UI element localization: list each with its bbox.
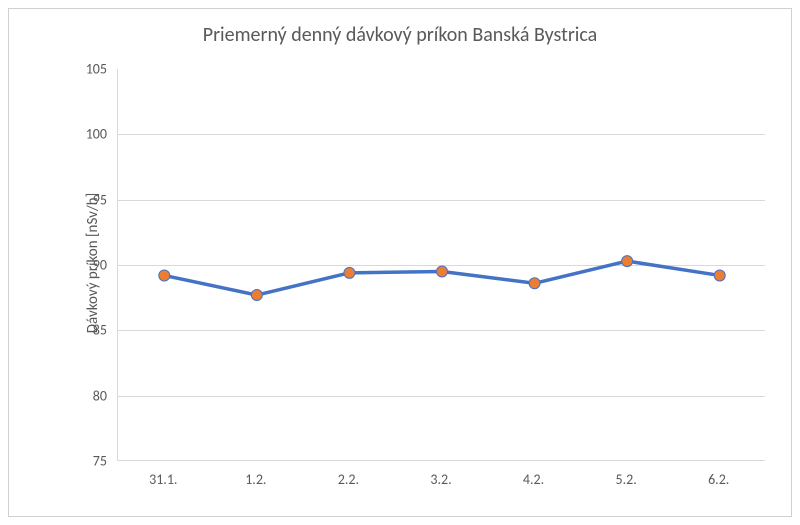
y-tick-label: 80 <box>67 387 107 404</box>
x-tick-label: 5.2. <box>616 471 637 488</box>
y-tick-label: 105 <box>67 61 107 78</box>
x-tick-label: 2.2. <box>338 471 359 488</box>
x-tick-label: 6.2. <box>708 471 729 488</box>
data-marker <box>344 267 355 278</box>
data-series <box>118 69 766 461</box>
data-marker <box>159 270 170 281</box>
y-tick-label: 75 <box>67 453 107 470</box>
data-marker <box>714 270 725 281</box>
y-tick-label: 100 <box>67 126 107 143</box>
plot-area <box>117 69 765 461</box>
x-tick-label: 4.2. <box>523 471 544 488</box>
x-tick-label: 31.1. <box>149 471 177 488</box>
plot-wrap: Dávkový príkon [nSv/h] 7580859095100105 … <box>9 9 791 516</box>
data-marker <box>622 256 633 267</box>
data-marker <box>437 266 448 277</box>
chart-container: Priemerný denný dávkový príkon Banská By… <box>8 8 792 517</box>
x-tick-label: 3.2. <box>430 471 451 488</box>
data-marker <box>251 290 262 301</box>
data-marker <box>529 278 540 289</box>
x-tick-label: 1.2. <box>245 471 266 488</box>
y-tick-label: 90 <box>67 257 107 274</box>
y-tick-label: 85 <box>67 322 107 339</box>
y-axis-ticks: 7580859095100105 <box>67 69 107 461</box>
y-tick-label: 95 <box>67 191 107 208</box>
x-axis-ticks: 31.1. 1.2. 2.2. 3.2. 4.2. 5.2. 6.2. <box>117 471 765 501</box>
